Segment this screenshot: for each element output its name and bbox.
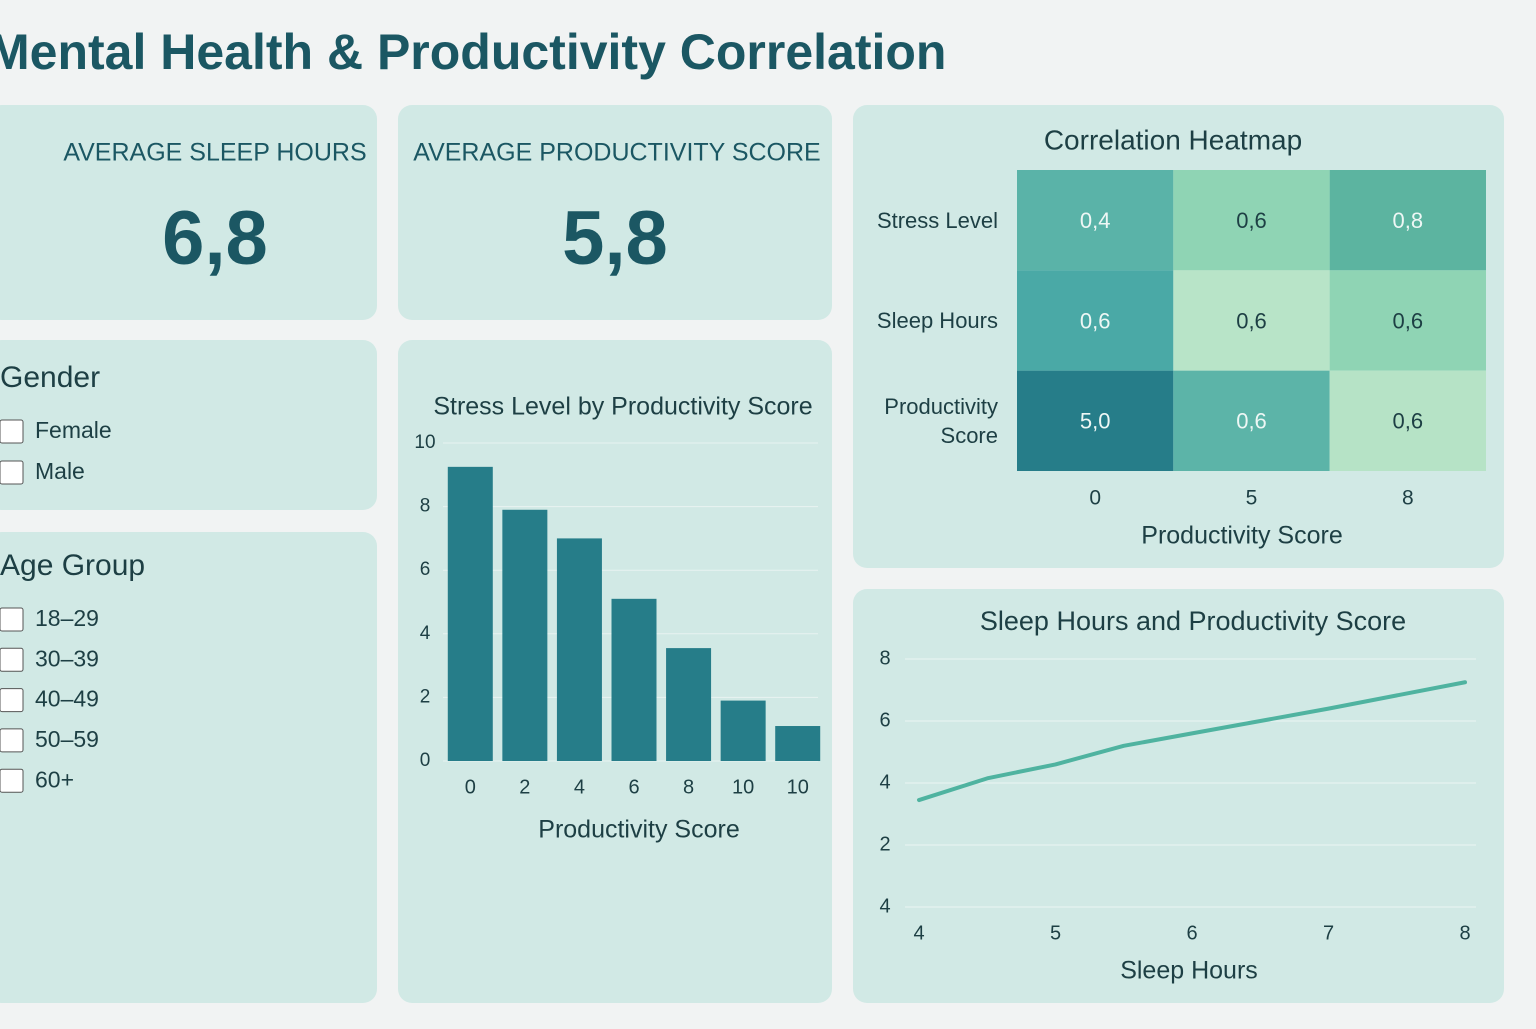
cell-label: 0,6 xyxy=(1236,208,1267,233)
y-tick-label: 8 xyxy=(879,647,890,669)
x-tick-label: 5 xyxy=(1050,922,1061,944)
kpi-value: 6,8 xyxy=(162,196,268,281)
x-tick-label: 4 xyxy=(574,776,585,798)
filter-option[interactable]: 50–59 xyxy=(35,726,99,752)
heatmap-cell xyxy=(1329,370,1486,471)
x-tick-label: 8 xyxy=(1402,487,1414,510)
x-tick-label: 7 xyxy=(1323,922,1334,944)
cell-label: 0,6 xyxy=(1080,308,1111,333)
y-tick-label: 6 xyxy=(879,709,890,731)
bar xyxy=(611,598,657,761)
checkbox[interactable] xyxy=(0,419,24,444)
chart-title: Correlation Heatmap xyxy=(1044,124,1302,155)
y-tick-label: 4 xyxy=(420,623,431,644)
y-tick-label: 0 xyxy=(420,750,431,771)
kpi-value: 5,8 xyxy=(562,196,668,281)
heatmap-cell xyxy=(1329,170,1486,271)
bar xyxy=(447,466,493,761)
panel xyxy=(0,105,377,320)
panel xyxy=(0,340,377,510)
line xyxy=(917,680,1467,803)
x-tick-label: 10 xyxy=(787,776,809,798)
kpi-label: AVERAGE PRODUCTIVITY SCORE xyxy=(413,139,820,167)
chart-title: Sleep Hours and Productivity Score xyxy=(980,606,1406,636)
filter-option[interactable]: 40–49 xyxy=(35,686,99,712)
y-tick-label: 8 xyxy=(420,496,431,517)
kpi-label: AVERAGE SLEEP HOURS xyxy=(63,139,366,167)
cell-label: 0,4 xyxy=(1080,208,1111,233)
y-tick-label: Productivity Score xyxy=(884,393,998,448)
row-label-box: Productivity Score xyxy=(884,393,998,448)
y-tick-label: 10 xyxy=(414,432,435,453)
y-tick-label: 2 xyxy=(879,833,890,855)
filter-option[interactable]: Female xyxy=(35,417,112,443)
checkbox[interactable] xyxy=(0,460,24,485)
x-tick-label: 2 xyxy=(519,776,530,798)
x-tick-label: 8 xyxy=(683,776,694,798)
x-tick-label: 6 xyxy=(1186,922,1197,944)
filter-option[interactable]: 60+ xyxy=(35,766,74,792)
cell-label: 0,6 xyxy=(1236,409,1267,434)
row-label-box: Stress Level xyxy=(876,207,998,233)
page-title: Mental Health & Productivity Correlation xyxy=(0,24,946,80)
y-tick-label: 4 xyxy=(879,771,890,793)
panel xyxy=(398,105,832,320)
cell-label: 0,6 xyxy=(1393,308,1424,333)
y-tick-label: Sleep Hours xyxy=(876,307,998,333)
cell-label: 0,8 xyxy=(1393,208,1424,233)
filter-title: Age Group xyxy=(0,549,145,582)
y-tick-label: 2 xyxy=(420,686,431,707)
filter-option[interactable]: Male xyxy=(35,458,85,484)
heatmap-cell xyxy=(1173,370,1330,471)
heatmap-cell xyxy=(1017,270,1174,371)
row-label-box: Sleep Hours xyxy=(876,307,998,333)
bar xyxy=(556,538,602,761)
cell-label: 5,0 xyxy=(1080,409,1111,434)
x-axis-label: Sleep Hours xyxy=(1120,957,1258,985)
y-tick-label: 6 xyxy=(420,559,431,580)
bar xyxy=(775,726,821,761)
x-tick-label: 10 xyxy=(732,776,754,798)
filter-option[interactable]: 18–29 xyxy=(35,605,99,631)
bar xyxy=(666,648,712,761)
checkbox[interactable] xyxy=(0,688,24,713)
x-tick-label: 6 xyxy=(628,776,639,798)
heatmap-cell xyxy=(1017,170,1174,271)
x-tick-label: 4 xyxy=(913,922,924,944)
heatmap-cell xyxy=(1017,370,1174,471)
x-tick-label: 8 xyxy=(1459,922,1470,944)
cell-label: 0,6 xyxy=(1393,409,1424,434)
checkbox[interactable] xyxy=(0,768,24,793)
x-tick-label: 5 xyxy=(1246,487,1258,510)
y-tick-label: 4 xyxy=(879,895,890,917)
heatmap-cell xyxy=(1329,270,1486,371)
chart-title: Stress Level by Productivity Score xyxy=(433,393,812,421)
x-axis-label: Productivity Score xyxy=(1141,522,1342,550)
y-tick-label: Stress Level xyxy=(876,207,998,233)
cell-label: 0,6 xyxy=(1236,308,1267,333)
checkbox[interactable] xyxy=(0,647,24,672)
checkbox[interactable] xyxy=(0,607,24,632)
heatmap-cell xyxy=(1173,170,1330,271)
filter-title: Gender xyxy=(0,361,100,394)
bar xyxy=(502,509,548,761)
x-tick-label: 0 xyxy=(465,776,476,798)
panel xyxy=(0,532,377,1003)
x-tick-label: 0 xyxy=(1089,487,1101,510)
heatmap-cell xyxy=(1173,270,1330,371)
panel xyxy=(853,589,1504,1003)
bar xyxy=(720,700,766,761)
checkbox[interactable] xyxy=(0,728,24,753)
x-axis-label: Productivity Score xyxy=(538,816,739,844)
filter-option[interactable]: 30–39 xyxy=(35,645,99,671)
